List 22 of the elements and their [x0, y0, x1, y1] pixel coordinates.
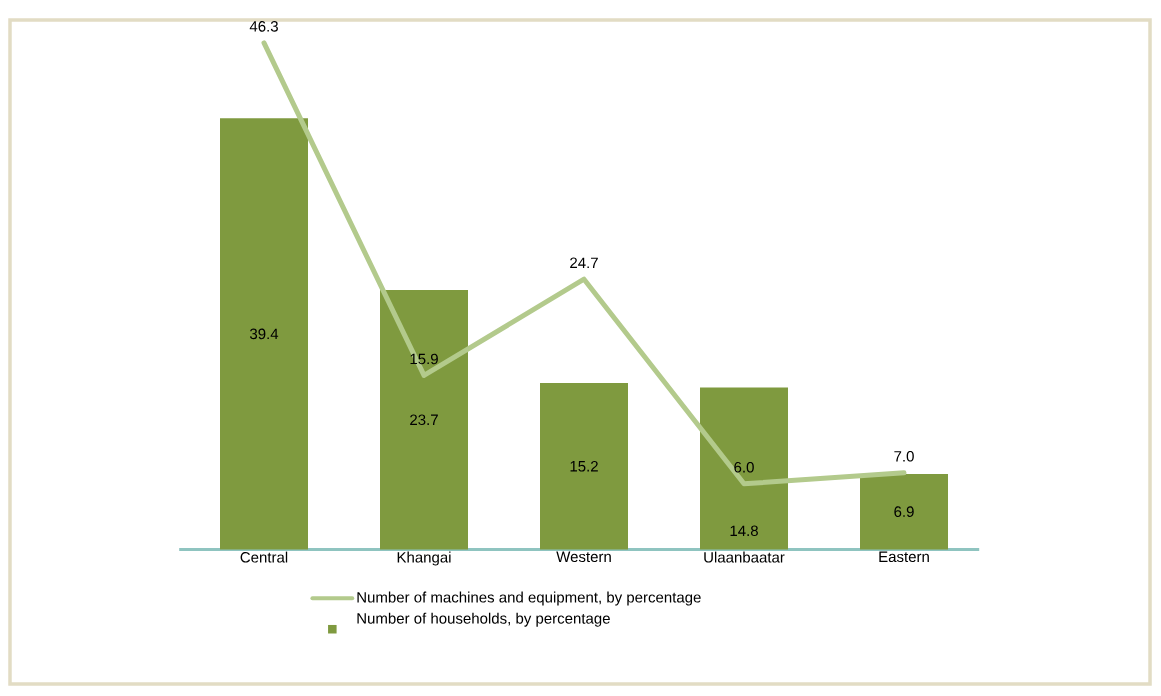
data-label: 15.2: [570, 460, 598, 472]
legend-label: Number of households, by percentage: [357, 612, 610, 627]
data-label: 7.0: [894, 451, 914, 462]
x-tick-label: Khangai: [397, 551, 451, 566]
data-label: 15.9: [410, 353, 438, 365]
data-label: 39.4: [249, 328, 279, 340]
data-label: 6.0: [734, 461, 754, 473]
data-label: 23.7: [410, 414, 438, 426]
bar: [700, 387, 789, 550]
data-label: 6.9: [894, 506, 914, 517]
bar: [540, 383, 628, 550]
data-label: 24.7: [570, 257, 598, 268]
x-tick-label: Ulaanbaatar: [704, 551, 785, 563]
data-label: 46.3: [249, 21, 278, 32]
data-label: 14.8: [730, 525, 758, 537]
bar: [380, 290, 468, 550]
x-tick-label: Eastern: [879, 551, 929, 563]
x-tick-label: Central: [240, 551, 288, 563]
legend-label: Number of machines and equipment, by percentage: [357, 591, 701, 606]
bar: [220, 118, 308, 550]
bar: [860, 473, 949, 550]
x-tick-label: Western: [556, 551, 611, 563]
